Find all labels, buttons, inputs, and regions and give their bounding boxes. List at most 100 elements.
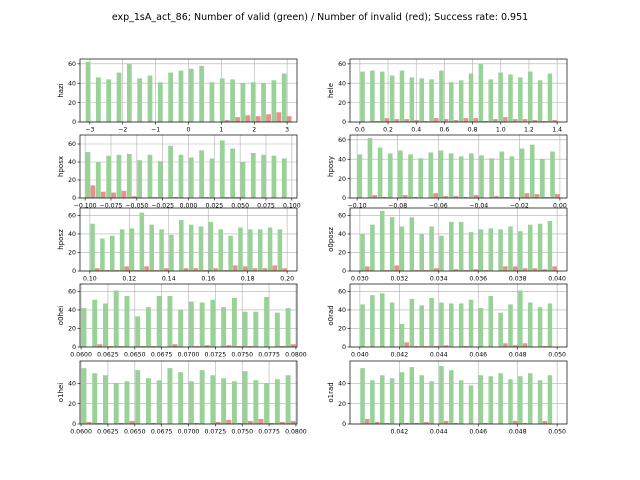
y-tick-label: 0 — [342, 344, 346, 351]
valid-bar — [188, 224, 194, 271]
invalid-bar — [134, 270, 139, 271]
valid-bar — [527, 373, 533, 424]
invalid-bar — [364, 418, 370, 424]
valid-bar — [281, 158, 287, 198]
invalid-bar — [194, 422, 200, 424]
valid-bar — [449, 82, 454, 122]
valid-bar — [360, 233, 365, 271]
valid-bar — [264, 383, 270, 424]
valid-bar — [135, 316, 141, 347]
subplot-grid: −3 −2 −1 0 1 2 3 0 20 40 60 hazi 0.0 0.2 0.4 0.6 0.8 1.0 1… — [57, 58, 568, 436]
invalid-bar — [154, 270, 159, 271]
y-tick-label: 0 — [342, 195, 346, 202]
valid-bar — [468, 73, 474, 122]
x-tick-label: 0.075 — [257, 203, 275, 210]
y-axis-label: o0posz — [327, 227, 335, 252]
invalid-bar — [235, 197, 240, 198]
valid-bar — [210, 299, 216, 347]
valid-bar — [409, 367, 415, 424]
valid-bar — [408, 154, 413, 198]
invalid-bar — [272, 265, 278, 271]
invalid-bar — [173, 197, 178, 198]
valid-bar — [379, 210, 385, 271]
valid-bar — [370, 380, 375, 424]
valid-bar — [209, 82, 215, 122]
valid-bar — [242, 371, 248, 424]
x-tick-label: 0.048 — [509, 352, 527, 359]
y-axis-label: hazi — [57, 83, 65, 97]
invalid-bar — [252, 268, 258, 271]
subplot-hposx: −0.100 −0.075 −0.050 −0.025 0.000 0.025 0.050 0… — [57, 134, 301, 210]
x-tick-label: 0.6 — [439, 127, 449, 134]
y-tick-label: 0 — [342, 119, 346, 126]
x-tick-label: 0.2 — [383, 127, 393, 134]
valid-bar — [547, 220, 553, 271]
valid-bar — [81, 308, 87, 347]
x-tick-label: −2 — [118, 127, 127, 134]
invalid-bar — [194, 346, 200, 347]
valid-bar — [261, 83, 266, 122]
x-tick-label: 0.0750 — [231, 352, 253, 359]
invalid-bar — [453, 196, 459, 198]
invalid-bar — [233, 265, 238, 271]
valid-bar — [458, 156, 464, 198]
valid-bar — [529, 144, 535, 198]
valid-bar — [242, 311, 248, 347]
valid-bar — [438, 150, 444, 198]
y-tick-label: 0 — [342, 268, 346, 275]
valid-bar — [147, 75, 153, 122]
invalid-bar — [382, 197, 388, 198]
invalid-bar — [463, 118, 469, 122]
valid-bar — [147, 154, 153, 198]
invalid-bar — [286, 116, 292, 122]
x-tick-label: 0.0700 — [178, 352, 200, 359]
valid-bar — [95, 77, 101, 122]
invalid-bar — [552, 266, 557, 271]
valid-bar — [478, 375, 484, 424]
valid-bar — [550, 151, 555, 198]
valid-bar — [527, 302, 533, 347]
x-tick-label: −0.075 — [100, 203, 123, 210]
valid-bar — [537, 380, 543, 424]
valid-bar — [389, 378, 395, 424]
valid-bar — [419, 305, 424, 347]
valid-bar — [178, 154, 184, 198]
valid-bar — [178, 70, 184, 122]
valid-bar — [253, 311, 259, 347]
invalid-bar — [443, 196, 449, 198]
x-tick-label: −0.02 — [510, 203, 529, 210]
valid-bar — [179, 220, 184, 271]
invalid-bar — [503, 266, 508, 271]
y-tick-label: 20 — [68, 401, 76, 408]
valid-bar — [360, 304, 365, 347]
valid-bar — [90, 223, 95, 271]
invalid-bar — [534, 194, 540, 198]
valid-bar — [439, 235, 444, 271]
valid-bar — [489, 158, 494, 198]
x-tick-label: 0.0750 — [231, 429, 253, 436]
invalid-bar — [151, 346, 157, 347]
x-tick-label: 0.038 — [509, 276, 527, 283]
valid-bar — [478, 229, 484, 271]
valid-bar — [488, 228, 494, 271]
valid-bar — [188, 157, 194, 198]
valid-bar — [271, 80, 277, 122]
valid-bar — [167, 296, 173, 347]
y-axis-label: hposz — [57, 229, 65, 250]
x-tick-label: 0.044 — [430, 352, 448, 359]
valid-bar — [387, 153, 393, 198]
invalid-bar — [372, 195, 378, 198]
x-tick-label: −3 — [85, 127, 94, 134]
valid-bar — [389, 217, 395, 271]
valid-bar — [102, 375, 108, 424]
x-tick-label: 0.040 — [351, 352, 369, 359]
invalid-bar — [131, 196, 137, 198]
valid-bar — [409, 217, 415, 271]
x-tick-label: 0.00 — [553, 203, 567, 210]
x-tick-label: 0.0600 — [70, 429, 92, 436]
valid-bar — [221, 307, 227, 347]
x-tick-label: −0.100 — [74, 203, 97, 210]
valid-bar — [157, 161, 163, 198]
valid-bar — [199, 65, 204, 122]
y-tick-label: 40 — [338, 156, 346, 163]
